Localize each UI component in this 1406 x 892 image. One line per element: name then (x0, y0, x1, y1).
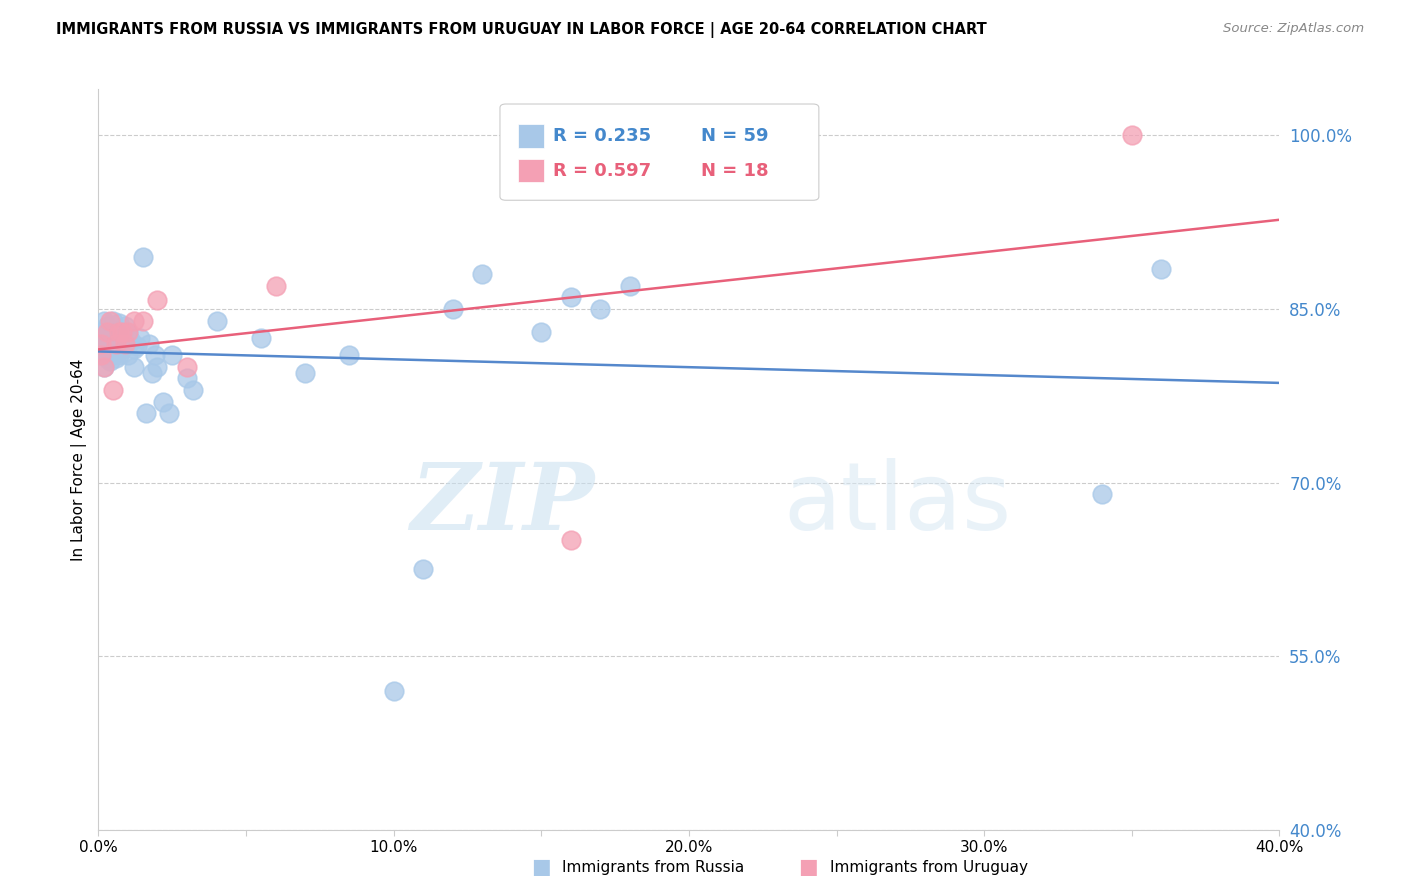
Point (108, 316, 131, 330)
Text: Source: ZipAtlas.com: Source: ZipAtlas.com (1223, 22, 1364, 36)
Point (111, 325, 134, 339)
Point (98, 354, 121, 368)
Point (1121, 128, 1143, 143)
Point (176, 371, 198, 385)
Text: Immigrants from Uruguay: Immigrants from Uruguay (830, 860, 1028, 874)
Point (114, 319, 136, 334)
Point (162, 348, 183, 362)
Point (560, 290, 582, 304)
Point (122, 359, 145, 374)
Point (105, 323, 128, 337)
Point (96, 336, 118, 351)
Point (114, 336, 136, 351)
Point (103, 331, 125, 345)
Point (1150, 261, 1173, 276)
Point (176, 359, 198, 374)
Point (108, 348, 131, 362)
Text: ZIP: ZIP (411, 458, 595, 549)
Point (205, 313, 228, 327)
Point (141, 366, 163, 380)
Point (96, 325, 118, 339)
Point (90, 348, 112, 362)
Y-axis label: In Labor Force | Age 20-64: In Labor Force | Age 20-64 (72, 359, 87, 560)
Point (157, 406, 180, 420)
Point (120, 334, 142, 349)
Point (111, 343, 134, 357)
FancyBboxPatch shape (501, 104, 818, 201)
Text: R = 0.597: R = 0.597 (553, 161, 651, 179)
Point (93, 348, 115, 362)
Point (90, 343, 112, 357)
Point (128, 331, 150, 345)
Point (560, 533, 582, 548)
Point (125, 339, 148, 353)
Point (122, 313, 145, 327)
Point (530, 325, 553, 339)
Point (619, 278, 641, 293)
Point (146, 293, 169, 307)
Point (93, 313, 115, 327)
Point (122, 343, 145, 357)
Point (96, 319, 118, 334)
Point (132, 250, 155, 264)
Text: ■: ■ (799, 857, 818, 877)
Point (138, 336, 160, 351)
Point (117, 327, 139, 342)
Point (1091, 487, 1114, 501)
Point (93, 331, 115, 345)
Text: atlas: atlas (783, 458, 1012, 549)
Point (108, 334, 131, 349)
Point (108, 325, 131, 339)
Point (90, 336, 112, 351)
Point (339, 348, 361, 362)
Point (294, 366, 316, 380)
Point (93, 359, 115, 374)
Point (90, 336, 112, 351)
Text: N = 59: N = 59 (700, 127, 768, 145)
Point (96, 343, 118, 357)
Point (117, 348, 139, 362)
Point (98, 325, 121, 339)
Point (114, 336, 136, 351)
Text: ■: ■ (531, 857, 551, 877)
Point (103, 383, 125, 397)
Point (412, 562, 434, 576)
Point (250, 331, 273, 345)
Point (96, 351, 118, 365)
Point (143, 348, 166, 362)
FancyBboxPatch shape (517, 159, 544, 183)
Point (105, 336, 128, 351)
FancyBboxPatch shape (517, 124, 544, 148)
Point (589, 301, 612, 316)
Point (152, 394, 174, 409)
Point (103, 313, 125, 327)
Point (441, 301, 464, 316)
Text: Immigrants from Russia: Immigrants from Russia (562, 860, 745, 874)
Point (132, 313, 155, 327)
Point (105, 351, 128, 365)
Point (135, 406, 157, 420)
Text: R = 0.235: R = 0.235 (553, 127, 651, 145)
Point (98, 339, 121, 353)
Point (105, 336, 128, 351)
Point (117, 325, 139, 339)
Point (264, 278, 287, 293)
Point (93, 359, 115, 374)
Text: IMMIGRANTS FROM RUSSIA VS IMMIGRANTS FROM URUGUAY IN LABOR FORCE | AGE 20-64 COR: IMMIGRANTS FROM RUSSIA VS IMMIGRANTS FRO… (56, 22, 987, 38)
Point (90, 325, 112, 339)
Point (382, 683, 405, 698)
Point (146, 359, 169, 374)
Point (471, 268, 494, 282)
Point (111, 325, 134, 339)
Text: N = 18: N = 18 (700, 161, 768, 179)
Point (181, 383, 204, 397)
Point (98, 313, 121, 327)
Point (103, 348, 125, 362)
